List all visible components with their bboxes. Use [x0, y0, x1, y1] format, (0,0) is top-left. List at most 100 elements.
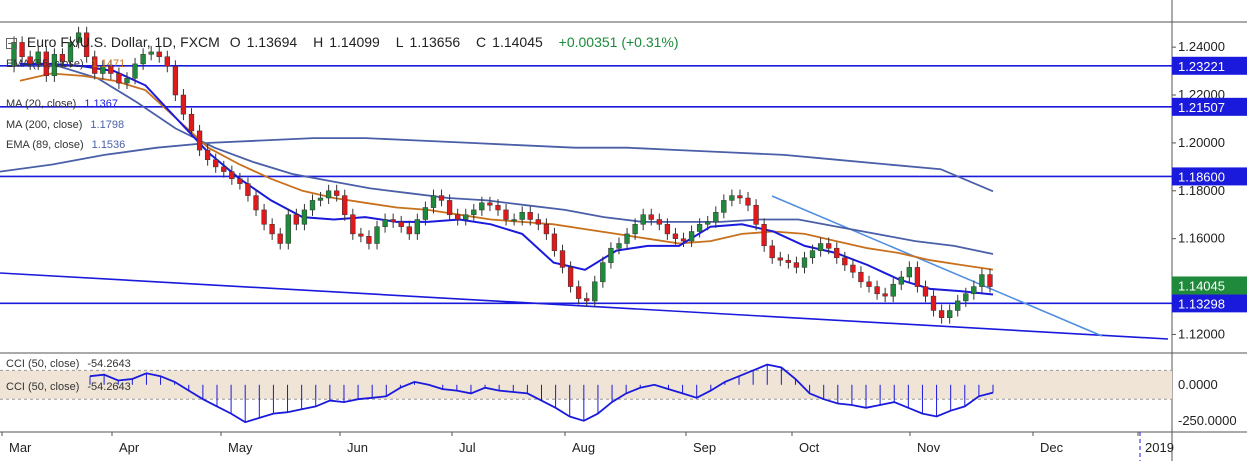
candle-body [672, 233, 679, 239]
candle-body [301, 209, 308, 225]
candle-body [898, 276, 904, 285]
candle-body [584, 298, 590, 302]
price-tick-label: 1.12000 [1178, 326, 1225, 341]
open-value-group: O 1.13694 [229, 34, 298, 50]
candle-body [277, 233, 283, 244]
candle-body [124, 78, 130, 84]
candle-body [11, 42, 17, 67]
time-axis[interactable]: Mar Apr May Jun Jul Aug Sep Oct Nov Dec 2019 [1, 432, 1174, 461]
candle-body [229, 171, 235, 180]
candle-body [269, 224, 275, 235]
candle-body [100, 66, 106, 74]
candle-body [43, 51, 49, 77]
candle-body [543, 224, 550, 235]
candle-body [600, 262, 606, 283]
legend-cci-2[interactable]: CCI (50, close) -54.2643 [6, 381, 131, 393]
candle-body [551, 233, 558, 251]
candle-body [67, 42, 74, 62]
candle-body [664, 224, 671, 235]
cci-line [89, 363, 994, 424]
price-tick-label: 1.20000 [1178, 135, 1225, 150]
candle-body [882, 293, 888, 297]
cci-band [0, 370, 1172, 400]
candle-body [317, 197, 324, 201]
candle-body [116, 73, 122, 84]
axis-labels: 1.23221 1.21507 1.18600 1.13298 1.14045 [1172, 56, 1247, 313]
candle-body [785, 259, 791, 263]
candle-body [955, 300, 961, 311]
candles [11, 26, 993, 324]
candle-body [471, 209, 477, 215]
candle-body [237, 178, 243, 184]
candle-body [293, 214, 299, 225]
candle-body [245, 183, 251, 196]
candle-body [616, 243, 622, 249]
candle-body [487, 202, 493, 206]
candle-body [325, 190, 332, 199]
time-tick-label: Oct [799, 440, 820, 455]
ema89-line [19, 63, 994, 255]
cci-pane: 0.0000 -250.0000 [0, 363, 1237, 428]
candle-body [793, 262, 800, 268]
time-tick-label: Jul [459, 440, 476, 455]
candle-body [648, 214, 654, 220]
candle-body [92, 56, 98, 74]
candle-body [309, 200, 316, 211]
legend-cci-1[interactable]: CCI (50, close) -54.2643 [6, 358, 131, 370]
open-value: 1.13694 [246, 34, 298, 50]
candle-body [108, 66, 114, 74]
ma20-line [20, 62, 994, 296]
candle-body [834, 247, 840, 259]
level-tag [1172, 97, 1247, 116]
low-value: 1.13656 [409, 34, 461, 50]
horizontal-levels[interactable] [0, 64, 1172, 305]
candle-body [83, 32, 90, 57]
legend-ema55[interactable]: EMA (55, close) 1.1471 [6, 58, 126, 70]
legend-ma200[interactable]: MA (200, close) 1.1798 [6, 119, 125, 131]
lower-trendline [0, 272, 1169, 340]
candle-body [253, 195, 259, 211]
candle-body [737, 195, 743, 199]
candle-body [527, 212, 533, 220]
low-value-group: L 1.13656 [395, 34, 461, 50]
legend-ema89[interactable]: EMA (89, close) 1.1536 [6, 139, 126, 151]
candle-body [495, 204, 501, 211]
candle-body [59, 54, 66, 62]
candle-body [979, 274, 985, 287]
candle-body [753, 204, 759, 225]
candle-body [503, 209, 509, 220]
candle-body [204, 149, 211, 160]
trendlines[interactable] [0, 195, 1169, 340]
level-tag-label: 1.23221 [1178, 59, 1225, 74]
time-tick-label: Mar [9, 440, 32, 455]
legend-ma20[interactable]: MA (20, close) 1.1367 [6, 98, 118, 110]
candle-body [842, 257, 848, 266]
time-tick-label: 2019 [1145, 440, 1174, 455]
candle-body [930, 295, 937, 311]
last-price-label: 1.14045 [1178, 278, 1225, 293]
candle-body [987, 274, 993, 287]
candle-body [761, 224, 767, 247]
collapse-icon[interactable] [6, 37, 17, 49]
high-value: 1.14099 [329, 34, 380, 50]
candle-body [51, 54, 58, 77]
candle-body [713, 212, 719, 223]
candle-body [358, 233, 364, 237]
candle-body [906, 267, 912, 278]
candle-body [261, 209, 267, 225]
candle-body [592, 281, 598, 302]
candle-body [438, 195, 445, 201]
candle-body [140, 54, 146, 65]
candle-body [164, 56, 170, 67]
candle-body [680, 238, 687, 242]
candle-body [696, 224, 703, 232]
candle-body [75, 32, 82, 43]
close-value-group: C 1.14045 [476, 34, 543, 50]
candle-body [406, 226, 412, 235]
change-value: +0.00351 (+0.31%) [558, 34, 679, 50]
candle-body [608, 247, 614, 263]
candle-body [729, 195, 735, 201]
high-value-group: H 1.14099 [313, 34, 380, 50]
